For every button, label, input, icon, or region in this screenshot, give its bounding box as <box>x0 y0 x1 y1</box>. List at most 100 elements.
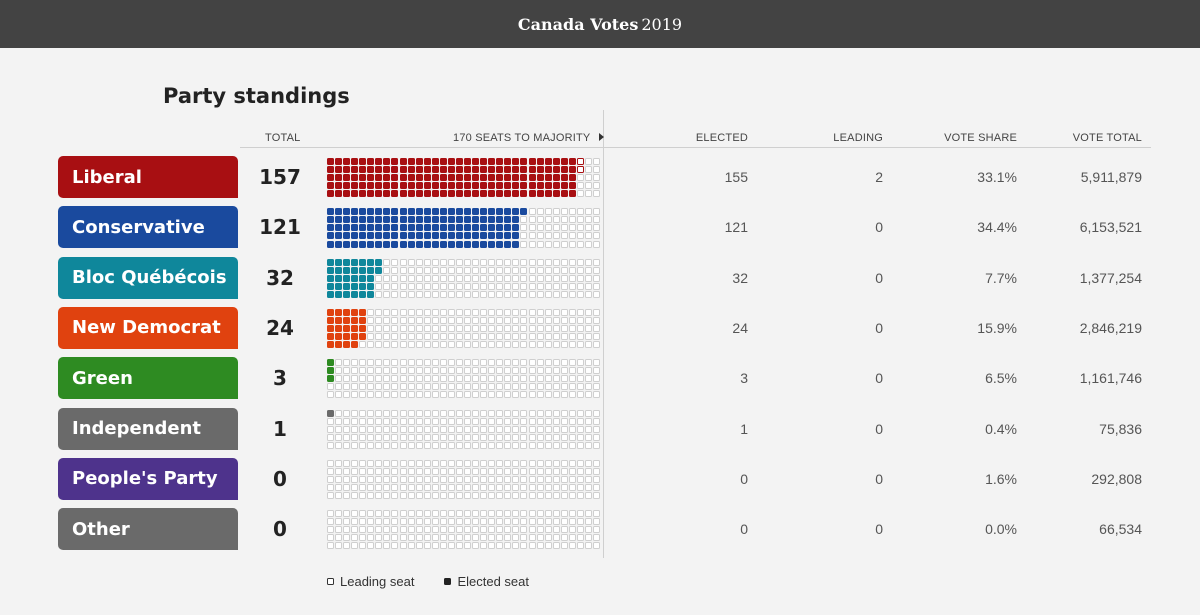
empty-seat <box>415 383 423 391</box>
empty-seat <box>560 375 568 383</box>
empty-seat <box>480 274 488 282</box>
brand-logo[interactable]: Canada Votes 2019 <box>518 15 682 34</box>
empty-seat <box>488 467 496 475</box>
empty-seat <box>504 417 512 425</box>
elected-seat <box>455 224 463 232</box>
empty-seat <box>520 266 528 274</box>
empty-seat <box>455 441 463 449</box>
empty-seat <box>423 433 431 441</box>
empty-seat <box>560 467 568 475</box>
empty-seat <box>544 492 552 500</box>
empty-seat <box>359 441 367 449</box>
party-leading: 0 <box>875 420 883 437</box>
empty-seat <box>431 359 439 367</box>
empty-seat <box>576 518 584 526</box>
empty-seat <box>399 518 407 526</box>
empty-seat <box>536 391 544 399</box>
elected-seat <box>496 166 504 174</box>
empty-seat <box>544 409 552 417</box>
empty-seat <box>592 325 600 332</box>
empty-seat <box>576 232 584 240</box>
empty-seat <box>592 290 600 298</box>
elected-seat <box>480 190 488 198</box>
empty-seat <box>560 359 568 367</box>
brand-year: 2019 <box>641 14 683 34</box>
elected-seat <box>415 224 423 232</box>
empty-seat <box>576 425 584 433</box>
empty-seat <box>415 483 423 491</box>
empty-seat <box>504 510 512 518</box>
elected-seat <box>560 166 568 174</box>
empty-seat <box>407 258 415 266</box>
empty-seat <box>431 290 439 298</box>
empty-seat <box>447 542 455 550</box>
empty-seat <box>504 325 512 332</box>
party-elected: 32 <box>732 269 748 286</box>
empty-seat <box>520 258 528 266</box>
party-button[interactable]: New Democrat <box>58 306 238 349</box>
empty-seat <box>464 492 472 500</box>
empty-seat <box>455 433 463 441</box>
empty-seat <box>375 274 383 282</box>
party-button[interactable]: Conservative <box>58 206 238 249</box>
empty-seat <box>359 492 367 500</box>
party-button[interactable]: Liberal <box>58 156 238 198</box>
empty-seat <box>592 475 600 483</box>
elected-seat <box>415 174 423 182</box>
empty-seat <box>447 308 455 316</box>
elected-seat <box>568 158 576 165</box>
empty-seat <box>383 333 391 341</box>
empty-seat <box>496 475 504 483</box>
empty-seat <box>447 425 455 433</box>
empty-seat <box>584 534 592 542</box>
empty-seat <box>576 359 584 367</box>
empty-seat <box>536 534 544 542</box>
empty-seat <box>520 341 528 349</box>
party-name: Independent <box>72 418 202 439</box>
empty-seat <box>536 425 544 433</box>
empty-seat <box>536 308 544 316</box>
empty-seat <box>568 510 576 518</box>
elected-seat <box>399 224 407 232</box>
empty-seat <box>464 375 472 383</box>
empty-seat <box>512 475 520 483</box>
empty-seat <box>496 383 504 391</box>
empty-seat <box>375 542 383 550</box>
empty-seat <box>552 510 560 518</box>
empty-seat <box>576 216 584 224</box>
party-vote-share: 0.0% <box>985 521 1017 538</box>
elected-seat <box>536 166 544 174</box>
empty-seat <box>592 391 600 399</box>
empty-seat <box>520 391 528 399</box>
party-button[interactable]: Green <box>58 357 238 400</box>
empty-seat <box>439 375 447 383</box>
party-elected: 0 <box>740 470 748 487</box>
empty-seat <box>568 316 576 324</box>
empty-seat <box>560 240 568 248</box>
elected-seat <box>447 232 455 240</box>
elected-seat <box>512 224 520 232</box>
empty-seat <box>399 492 407 500</box>
elected-seat <box>455 240 463 248</box>
empty-seat <box>335 433 343 441</box>
empty-seat <box>439 391 447 399</box>
party-button[interactable]: Bloc Québécois <box>58 256 238 299</box>
empty-seat <box>512 433 520 441</box>
empty-seat <box>335 492 343 500</box>
empty-seat <box>544 475 552 483</box>
party-button[interactable]: Independent <box>58 407 238 450</box>
party-button[interactable]: Other <box>58 508 238 551</box>
empty-seat <box>464 258 472 266</box>
empty-seat <box>351 542 359 550</box>
empty-seat <box>528 290 536 298</box>
party-leading: 0 <box>875 319 883 336</box>
elected-seat <box>399 208 407 216</box>
empty-seat <box>439 274 447 282</box>
elected-seat <box>568 174 576 182</box>
empty-seat <box>367 341 375 349</box>
empty-seat <box>472 492 480 500</box>
party-button[interactable]: People's Party <box>58 457 238 500</box>
elected-seat <box>447 224 455 232</box>
empty-seat <box>343 492 351 500</box>
elected-seat <box>423 232 431 240</box>
